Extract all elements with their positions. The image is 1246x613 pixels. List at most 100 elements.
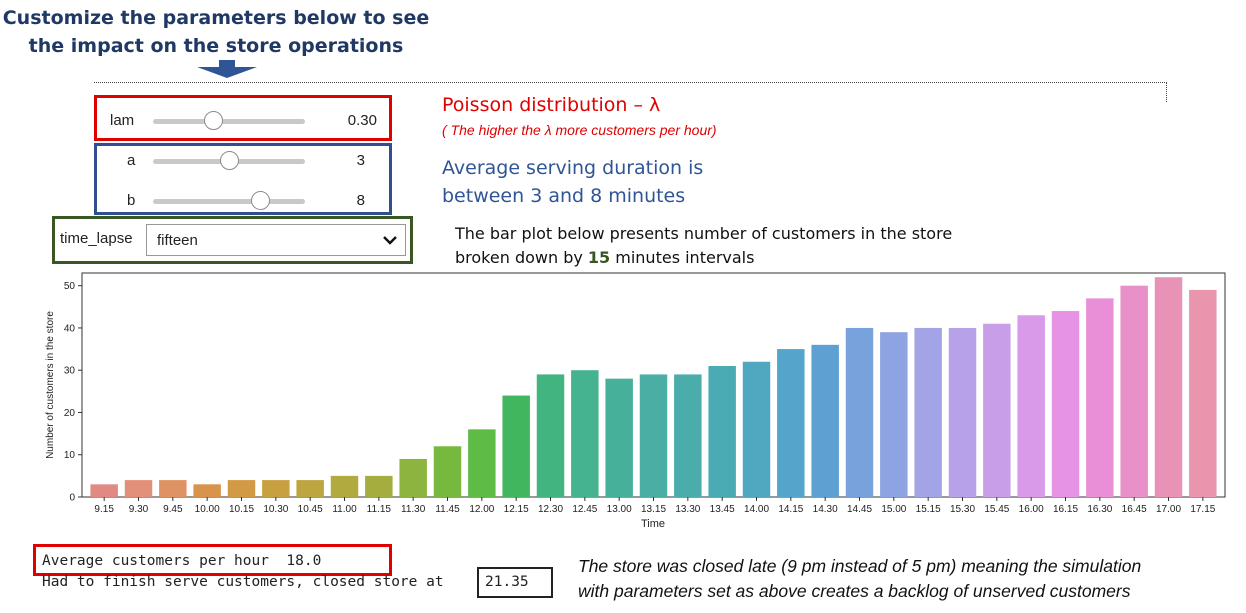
lam-slider-row: lam 0.30: [97, 106, 389, 136]
bar-13.30: [674, 374, 702, 497]
x-tick-label: 9.15: [94, 504, 114, 515]
avg-highlight-box: [33, 544, 392, 576]
bar-16.30: [1086, 298, 1114, 497]
x-tick-label: 16.15: [1053, 504, 1078, 515]
x-tick-label: 12.30: [538, 504, 563, 515]
serving-note-line-2: between 3 and 8 minutes: [442, 185, 686, 207]
y-axis-label: Number of customers in the store: [45, 311, 56, 459]
serving-note-line-1: Average serving duration is: [442, 157, 704, 179]
b-value: 8: [356, 192, 365, 209]
heading-line-1: Customize the parameters below to see: [2, 7, 430, 29]
x-tick-label: 14.30: [813, 504, 838, 515]
bar-16.00: [1017, 315, 1045, 497]
x-tick-label: 15.15: [916, 504, 941, 515]
bar-15.15: [914, 327, 942, 497]
closed-store-output: Had to finish serve customers, closed st…: [42, 574, 453, 590]
bar-13.00: [605, 378, 633, 497]
x-tick-label: 14.45: [847, 504, 872, 515]
x-tick-label: 9.30: [129, 504, 149, 515]
bar-plot-description: The bar plot below presents number of cu…: [455, 222, 1015, 270]
lam-label: lam: [110, 112, 135, 129]
bar-9.45: [159, 480, 187, 497]
x-tick-label: 13.00: [607, 504, 632, 515]
time-lapse-selected-value: fifteen: [157, 232, 198, 249]
y-tick-label: 40: [64, 323, 76, 334]
bar-12.00: [468, 429, 496, 497]
avg-customers-output: Average customers per hour 18.0: [42, 553, 322, 569]
bar-11.30: [399, 458, 427, 497]
x-tick-label: 15.00: [881, 504, 906, 515]
closing-time-box: [477, 567, 553, 598]
bar-11.15: [365, 475, 393, 497]
bar-12.45: [571, 370, 599, 497]
lam-value: 0.30: [347, 112, 377, 129]
bar-9.30: [124, 480, 153, 497]
arrow-down-icon: [197, 60, 257, 78]
y-tick-label: 50: [64, 281, 76, 292]
lam-slider-group: lam 0.30: [94, 95, 392, 141]
bar-desc-pre: broken down by: [455, 248, 588, 267]
closing-time-value: 21.35: [485, 574, 529, 590]
lam-slider-handle[interactable]: [204, 111, 224, 130]
x-tick-label: 12.00: [469, 504, 494, 515]
bar-13.15: [639, 374, 668, 497]
x-tick-label: 10.15: [229, 504, 254, 515]
lam-slider-track[interactable]: [153, 119, 305, 124]
bar-10.45: [296, 480, 324, 497]
bar-10.15: [227, 480, 256, 497]
bar-desc-post: minutes intervals: [610, 248, 755, 267]
x-tick-label: 10.00: [195, 504, 220, 515]
bar-16.15: [1051, 311, 1080, 497]
bar-14.30: [811, 344, 839, 497]
bar-13.45: [708, 365, 736, 497]
time-lapse-select[interactable]: fifteen: [146, 224, 406, 256]
x-tick-label: 16.45: [1122, 504, 1147, 515]
x-tick-label: 11.45: [435, 504, 460, 515]
bar-12.15: [502, 395, 530, 497]
bar-17.15: [1189, 289, 1217, 497]
bar-10.00: [193, 484, 221, 497]
b-slider-handle[interactable]: [251, 191, 271, 210]
backlog-note-line-1: The store was closed late (9 pm instead …: [578, 556, 1142, 576]
bar-11.00: [330, 475, 359, 497]
x-tick-label: 16.30: [1087, 504, 1112, 515]
a-slider-handle[interactable]: [219, 151, 239, 170]
a-label: a: [127, 152, 136, 169]
b-slider-track[interactable]: [153, 199, 305, 204]
a-value: 3: [356, 152, 365, 169]
x-tick-label: 17.00: [1156, 504, 1181, 515]
bar-14.15: [777, 349, 805, 497]
x-axis-label: Time: [641, 518, 665, 530]
x-tick-label: 16.00: [1019, 504, 1044, 515]
backlog-note: The store was closed late (9 pm instead …: [578, 554, 1228, 604]
x-tick-label: 14.15: [778, 504, 803, 515]
bar-12.30: [536, 374, 565, 497]
y-tick-label: 10: [64, 450, 76, 461]
x-tick-label: 9.45: [163, 504, 183, 515]
x-tick-label: 13.45: [710, 504, 735, 515]
a-slider-row: a 3: [97, 146, 389, 176]
x-tick-label: 13.15: [641, 504, 666, 515]
bar-14.00: [742, 361, 771, 497]
x-tick-label: 12.15: [504, 504, 529, 515]
bar-desc-line-1: The bar plot below presents number of cu…: [455, 224, 953, 243]
x-tick-label: 11.30: [401, 504, 426, 515]
x-tick-label: 15.30: [950, 504, 975, 515]
y-tick-label: 0: [69, 493, 75, 504]
poisson-subtitle: ( The higher the λ more customers per ho…: [442, 122, 717, 138]
bar-desc-line-2: broken down by 15 minutes intervals: [455, 246, 1015, 270]
bar-15.00: [880, 332, 908, 497]
b-label: b: [127, 192, 136, 209]
bar-9.15: [90, 484, 118, 497]
chevron-down-icon: [383, 236, 397, 245]
customers-bar-chart: 0 10 20 30 40 50 9.15 9.30 9.45 10.00 10.15 10.30 1…: [45, 272, 1226, 530]
bar-11.45: [433, 446, 462, 497]
heading-line-2: the impact on the store operations: [28, 35, 404, 57]
bar-14.45: [845, 327, 874, 497]
x-tick-label: 10.45: [298, 504, 323, 515]
x-tick-label: 17.15: [1190, 504, 1215, 515]
time-lapse-label: time_lapse: [60, 230, 133, 247]
bar-16.45: [1120, 285, 1148, 497]
y-tick-label: 30: [64, 366, 76, 377]
x-tick-label: 13.30: [675, 504, 700, 515]
